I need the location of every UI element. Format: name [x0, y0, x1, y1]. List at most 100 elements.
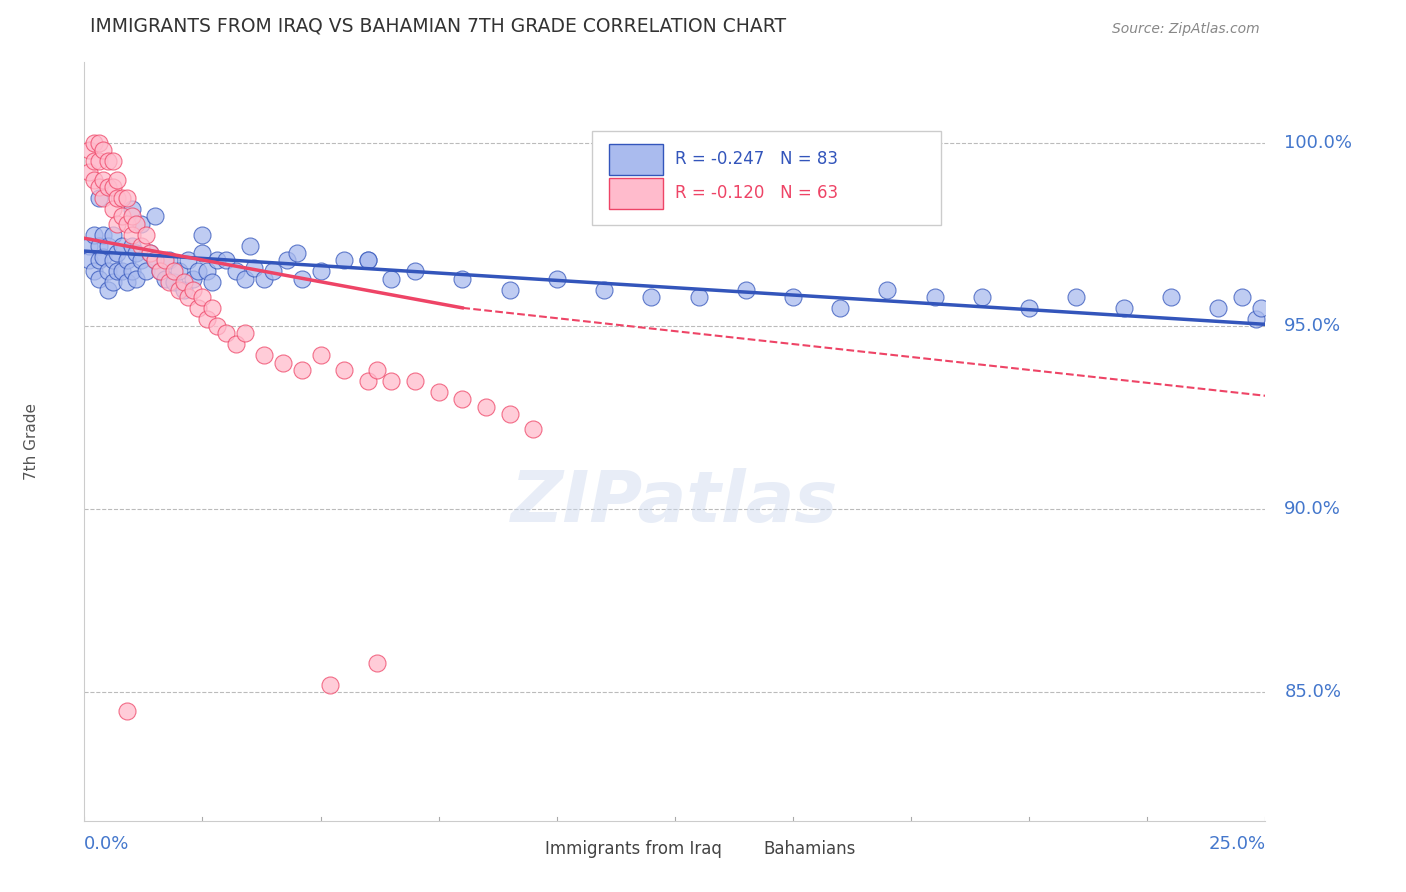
Point	[271, 356, 294, 370]
Point	[101, 154, 124, 169]
Point	[121, 202, 143, 216]
Point	[830, 301, 852, 315]
Point	[782, 290, 804, 304]
Point	[115, 217, 138, 231]
Point	[291, 363, 314, 377]
Point	[87, 253, 110, 268]
FancyBboxPatch shape	[506, 839, 538, 861]
Point	[143, 253, 166, 268]
Point	[101, 227, 124, 242]
Point	[115, 704, 138, 718]
Point	[97, 154, 120, 169]
Point	[143, 253, 166, 268]
Point	[87, 238, 110, 252]
Point	[205, 253, 228, 268]
Point	[309, 349, 332, 363]
Point	[149, 264, 172, 278]
Point	[1112, 301, 1135, 315]
Point	[734, 283, 756, 297]
Point	[91, 227, 114, 242]
Point	[107, 191, 129, 205]
Point	[115, 253, 138, 268]
Point	[129, 238, 152, 252]
Point	[593, 283, 616, 297]
Point	[333, 253, 356, 268]
Text: 0.0%: 0.0%	[84, 835, 129, 854]
Point	[77, 165, 100, 179]
Point	[83, 136, 105, 150]
Point	[215, 253, 238, 268]
Point	[366, 363, 388, 377]
Point	[139, 246, 162, 260]
Point	[285, 246, 308, 260]
Point	[167, 283, 190, 297]
Point	[149, 264, 172, 278]
Point	[225, 337, 247, 351]
Point	[83, 264, 105, 278]
FancyBboxPatch shape	[724, 839, 758, 861]
Point	[309, 264, 332, 278]
Point	[97, 264, 120, 278]
Point	[187, 301, 209, 315]
Point	[195, 264, 218, 278]
Point	[143, 209, 166, 223]
Point	[101, 253, 124, 268]
Point	[970, 290, 993, 304]
Point	[233, 271, 256, 285]
Point	[404, 374, 426, 388]
Point	[153, 253, 176, 268]
Point	[276, 253, 298, 268]
Point	[101, 275, 124, 289]
Point	[1018, 301, 1040, 315]
Point	[163, 264, 186, 278]
Point	[97, 238, 120, 252]
Point	[77, 253, 100, 268]
Point	[498, 283, 520, 297]
Point	[135, 264, 157, 278]
Point	[157, 275, 180, 289]
Text: R = -0.247   N = 83: R = -0.247 N = 83	[675, 150, 838, 168]
Point	[1244, 311, 1267, 326]
Point	[87, 180, 110, 194]
Text: 90.0%: 90.0%	[1284, 500, 1341, 518]
Point	[87, 154, 110, 169]
Point	[121, 209, 143, 223]
Point	[121, 264, 143, 278]
Point	[187, 264, 209, 278]
Point	[1066, 290, 1088, 304]
Point	[1230, 290, 1253, 304]
Text: Bahamians: Bahamians	[763, 840, 856, 858]
Point	[427, 385, 450, 400]
Point	[107, 264, 129, 278]
Point	[498, 407, 520, 421]
Point	[125, 217, 148, 231]
Point	[115, 191, 138, 205]
Point	[243, 260, 266, 275]
Point	[91, 172, 114, 186]
Point	[107, 172, 129, 186]
Point	[451, 392, 474, 407]
Point	[195, 311, 218, 326]
Point	[1160, 290, 1182, 304]
Point	[83, 227, 105, 242]
Text: 85.0%: 85.0%	[1284, 683, 1341, 701]
Point	[83, 154, 105, 169]
Point	[125, 271, 148, 285]
Point	[357, 253, 380, 268]
Point	[167, 264, 190, 278]
Point	[404, 264, 426, 278]
Point	[191, 290, 214, 304]
Point	[215, 326, 238, 341]
Text: ZIPatlas: ZIPatlas	[512, 467, 838, 537]
Point	[181, 283, 204, 297]
Point	[451, 271, 474, 285]
Text: 100.0%: 100.0%	[1284, 134, 1353, 152]
Point	[357, 374, 380, 388]
Point	[91, 191, 114, 205]
Point	[97, 180, 120, 194]
Point	[177, 290, 200, 304]
Point	[121, 227, 143, 242]
Point	[205, 319, 228, 334]
Point	[111, 264, 134, 278]
Point	[201, 301, 224, 315]
